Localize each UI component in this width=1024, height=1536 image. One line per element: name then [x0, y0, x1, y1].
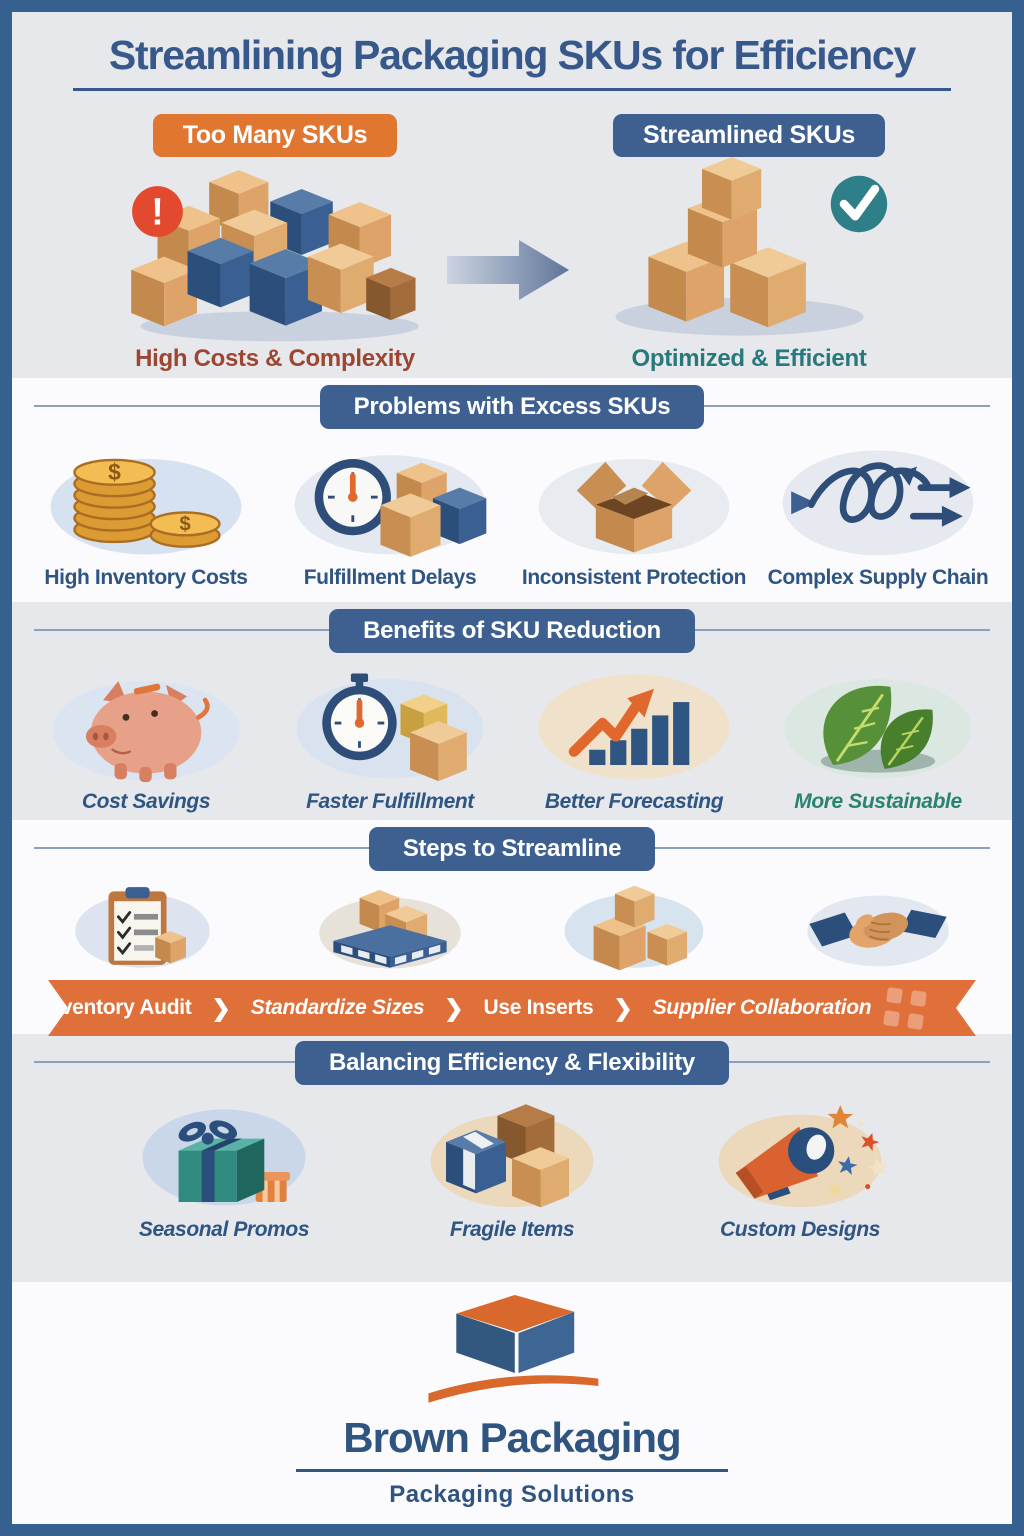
stopwatch-with-boxes-icon — [296, 673, 484, 782]
gift-box-icon — [142, 1109, 306, 1206]
too-many-skus-panel: Too Many SKUs ! High — [38, 112, 512, 378]
chevron-separator-icon: ❯ — [211, 994, 231, 1021]
step-label: Standardize Sizes — [250, 996, 425, 1019]
brand-tagline: Packaging Solutions — [389, 1481, 635, 1508]
steps-section-title: Steps to Streamline — [368, 827, 656, 871]
page-title: Streamlining Packaging SKUs for Efficien… — [108, 32, 916, 78]
benefit-item: Cost Savings — [24, 662, 268, 814]
streamlined-skus-panel: Streamlined SKUs Optimized & Efficient — [512, 112, 986, 378]
brand-name: Brown Packaging — [343, 1414, 681, 1461]
balancing-item: Fragile Items — [397, 1094, 627, 1242]
problems-items: $ $ High Inventory Costs — [12, 438, 1012, 590]
benefit-label: More Sustainable — [794, 790, 962, 813]
problem-label: High Inventory Costs — [44, 566, 248, 589]
handshake-icon — [807, 895, 949, 967]
leaves-icon — [784, 679, 972, 779]
brown-packaging-logo — [428, 1295, 599, 1403]
benefit-label: Better Forecasting — [544, 790, 724, 813]
steps-items — [12, 880, 1012, 972]
step-label: Use Inserts — [483, 996, 594, 1019]
problems-section: Problems with Excess SKUs $ $ High Inv — [12, 378, 1012, 602]
problem-label: Complex Supply Chain — [767, 566, 989, 589]
clock-with-boxes-icon — [294, 455, 487, 557]
piggy-bank-icon — [52, 681, 240, 783]
problem-label: Inconsistent Protection — [521, 566, 747, 589]
benefit-item: Faster Fulfillment — [268, 662, 512, 814]
transition-arrow-icon — [447, 240, 569, 300]
clipboard-checklist-icon — [75, 887, 210, 968]
stacked-boxes-icon — [564, 885, 704, 971]
comparison-section: Too Many SKUs ! High — [12, 112, 1012, 378]
benefits-section-title: Benefits of SKU Reduction — [329, 609, 695, 653]
benefits-title-row: Benefits of SKU Reduction — [12, 602, 1012, 662]
step-item — [268, 880, 512, 972]
neat-stack-illustration — [589, 157, 909, 345]
growth-bar-chart-icon — [538, 674, 730, 780]
steps-title-row: Steps to Streamline — [12, 820, 1012, 880]
coin-stack-icon: $ $ — [50, 458, 242, 555]
balancing-title-row: Balancing Efficiency & Flexibility — [12, 1034, 1012, 1094]
too-many-skus-badge: Too Many SKUs — [152, 114, 398, 157]
right-caption: Optimized & Efficient — [631, 345, 867, 372]
step-item — [756, 880, 1000, 972]
step-item — [24, 880, 268, 972]
dollar-sign: $ — [108, 459, 121, 485]
benefits-section: Benefits of SKU Reduction — [12, 602, 1012, 820]
step-label: Inventory Audit — [42, 996, 192, 1019]
step-label: Supplier Collaboration — [652, 996, 872, 1019]
steps-section: Steps to Streamline — [12, 820, 1012, 1034]
fragile-boxes-icon — [430, 1104, 594, 1208]
streamlined-skus-badge: Streamlined SKUs — [613, 114, 885, 157]
ribbon-deco-square — [907, 1013, 924, 1030]
ribbon-deco-square — [910, 990, 927, 1007]
messy-pile-illustration: ! — [115, 157, 435, 345]
balancing-label: Fragile Items — [449, 1218, 575, 1241]
balancing-item: Custom Designs — [685, 1094, 915, 1242]
tangled-arrows-icon — [782, 450, 974, 556]
neat-box-stack-icon — [615, 157, 888, 336]
ribbon-deco-square — [886, 987, 903, 1004]
title-underline — [73, 88, 951, 91]
chevron-separator-icon: ❯ — [444, 994, 464, 1021]
ribbon-deco-square — [883, 1010, 900, 1027]
balancing-items: Seasonal Promos Fragile Items — [12, 1094, 1012, 1242]
benefits-items: Cost Savings Fast — [12, 662, 1012, 814]
balancing-item: Seasonal Promos — [109, 1094, 339, 1242]
messy-box-pile-icon: ! — [131, 170, 419, 342]
balancing-label: Seasonal Promos — [138, 1218, 310, 1241]
alert-exclamation: ! — [151, 191, 164, 233]
benefit-label: Cost Savings — [81, 790, 211, 813]
benefit-label: Faster Fulfillment — [306, 790, 474, 813]
problem-item: Fulfillment Delays — [268, 438, 512, 590]
balancing-section: Balancing Efficiency & Flexibility — [12, 1034, 1012, 1252]
benefit-item: More Sustainable — [756, 662, 1000, 814]
problem-item: Complex Supply Chain — [756, 438, 1000, 590]
open-box-icon — [538, 458, 730, 555]
problems-section-title: Problems with Excess SKUs — [319, 385, 705, 429]
left-caption: High Costs & Complexity — [135, 345, 415, 372]
megaphone-stars-icon — [718, 1105, 888, 1208]
problems-title-row: Problems with Excess SKUs — [12, 378, 1012, 438]
step-item — [512, 880, 756, 972]
balancing-section-title: Balancing Efficiency & Flexibility — [295, 1041, 729, 1085]
header: Streamlining Packaging SKUs for Efficien… — [12, 12, 1012, 112]
balancing-label: Custom Designs — [719, 1218, 881, 1241]
steps-ribbon: Inventory Audit ❯ Standardize Sizes ❯ Us… — [48, 980, 976, 1036]
benefit-item: Better Forecasting — [512, 662, 756, 814]
footer: Brown Packaging Packaging Solutions — [12, 1282, 1012, 1524]
chevron-separator-icon: ❯ — [613, 994, 633, 1021]
problem-item: Inconsistent Protection — [512, 438, 756, 590]
problem-label: Fulfillment Delays — [303, 566, 477, 589]
dollar-sign: $ — [180, 514, 191, 536]
problem-item: $ $ High Inventory Costs — [24, 438, 268, 590]
pallet-boxes-icon — [319, 889, 461, 969]
brand-underline — [296, 1469, 728, 1472]
